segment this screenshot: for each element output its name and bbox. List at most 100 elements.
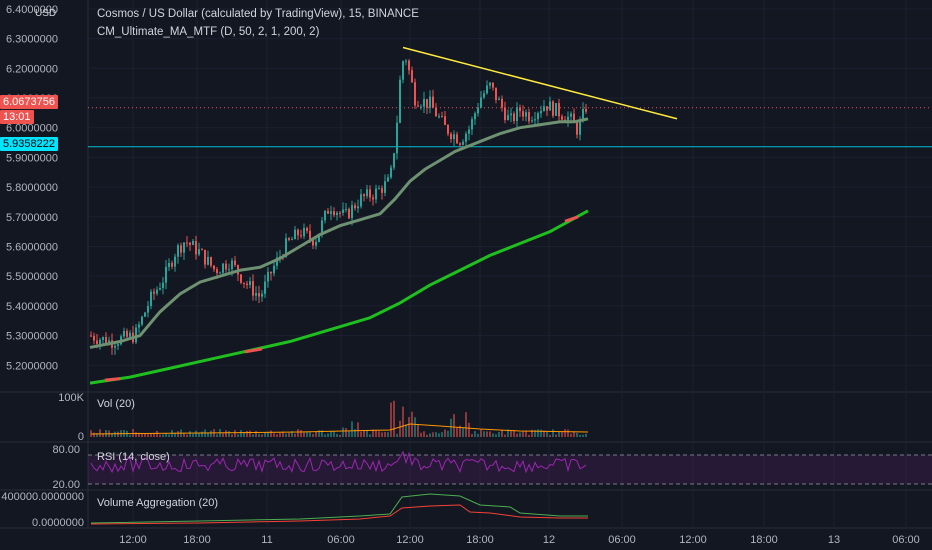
candle-body [519, 107, 521, 112]
volume-bar [432, 432, 434, 437]
candle-body [306, 227, 308, 231]
volume-bar [528, 434, 530, 437]
candle-body [489, 82, 491, 86]
indicator-label[interactable]: CM_Ultimate_MA_MTF (D, 50, 2, 1, 200, 2) [97, 26, 320, 38]
volume-bar [510, 430, 512, 437]
volume-bar [438, 433, 440, 437]
volume-pane-title[interactable]: Vol (20) [97, 398, 135, 410]
volume-bar [513, 430, 515, 437]
rsi-pane-title[interactable]: RSI (14, close) [97, 451, 170, 463]
volume-bar [450, 418, 452, 437]
candle-body [297, 229, 299, 236]
candle-body [243, 282, 245, 284]
candle-body [441, 116, 443, 118]
candle-body [318, 233, 320, 242]
volume-bar [294, 433, 296, 437]
candle-body [411, 70, 413, 83]
time-axis-label: 11 [261, 534, 272, 546]
price-tick-label: 5.3000000 [6, 331, 58, 343]
volume-bar [117, 431, 119, 437]
volume-bar [270, 430, 272, 437]
volume-bar [375, 430, 377, 437]
volume-bar [327, 433, 329, 437]
volume-bar [351, 421, 353, 437]
volume-aggregation-pane-title[interactable]: Volume Aggregation (20) [97, 497, 219, 509]
volume-bar [228, 431, 230, 437]
volume-tick-label: 0 [78, 431, 84, 443]
volume-bar [222, 433, 224, 437]
volume-bar [183, 433, 185, 437]
price-tick-label: 5.9000000 [6, 152, 58, 164]
last-price-badge: 6.0673756 [0, 95, 58, 109]
candle-body [453, 134, 455, 140]
candle-body [177, 245, 179, 257]
volume-bar [159, 434, 161, 437]
volume-bar [525, 430, 527, 437]
volume-bar [357, 422, 359, 437]
candle-body [207, 257, 209, 265]
candle-body [438, 116, 440, 118]
candle-body [570, 113, 572, 117]
volume-bar [435, 432, 437, 437]
candle-body [114, 345, 116, 348]
candle-body [264, 281, 266, 294]
volume-bar [387, 432, 389, 437]
candle-body [291, 239, 293, 241]
volume-bar [321, 430, 323, 437]
volume-bar [246, 430, 248, 437]
candle-body [183, 242, 185, 253]
volume-bar [315, 431, 317, 437]
candle-body [261, 293, 263, 297]
currency-label[interactable]: USD [35, 8, 57, 19]
candle-body [210, 257, 212, 266]
candle-body [123, 330, 125, 337]
candle-body [399, 79, 401, 123]
volume-bar [201, 431, 203, 437]
candle-body [543, 106, 545, 111]
volume-bar [384, 432, 386, 437]
candle-body [477, 107, 479, 114]
candle-body [153, 291, 155, 294]
volume-bar [273, 433, 275, 437]
volume-ma-line [90, 423, 589, 435]
candle-body [360, 194, 362, 207]
volume-bar [441, 432, 443, 437]
candle-body [96, 340, 98, 344]
candle-body [456, 134, 458, 144]
candle-body [105, 337, 107, 345]
candle-body [366, 189, 368, 197]
candle-body [528, 112, 530, 122]
horizontal-line-price-badge[interactable]: 5.9358222 [0, 137, 58, 151]
volume-bar [393, 400, 395, 437]
candle-body [369, 189, 371, 198]
symbol-title[interactable]: Cosmos / US Dollar (calculated by Tradin… [97, 8, 419, 20]
volume-bar [492, 433, 494, 437]
volume-bar [360, 431, 362, 437]
volume-bar [114, 431, 116, 437]
candle-body [231, 260, 233, 270]
volume-bar [522, 431, 524, 437]
candle-body [249, 281, 251, 285]
candle-body [213, 265, 215, 270]
candle-body [240, 274, 242, 283]
candle-body [537, 113, 539, 120]
volume-bar [363, 429, 365, 437]
volume-bar [537, 429, 539, 437]
volume-bar [426, 434, 428, 437]
volume-bar [129, 434, 131, 437]
volume-bar [570, 433, 572, 437]
volume-bar [138, 432, 140, 437]
volume-bar [288, 432, 290, 437]
candle-body [471, 119, 473, 130]
candle-body [393, 153, 395, 168]
candle-body [141, 316, 143, 325]
volume-bar [549, 434, 551, 437]
candle-body [186, 242, 188, 244]
candle-body [579, 120, 581, 135]
candle-body [396, 122, 398, 154]
candle-body [195, 240, 197, 255]
volume-bar [276, 434, 278, 437]
candle-body [336, 212, 338, 216]
